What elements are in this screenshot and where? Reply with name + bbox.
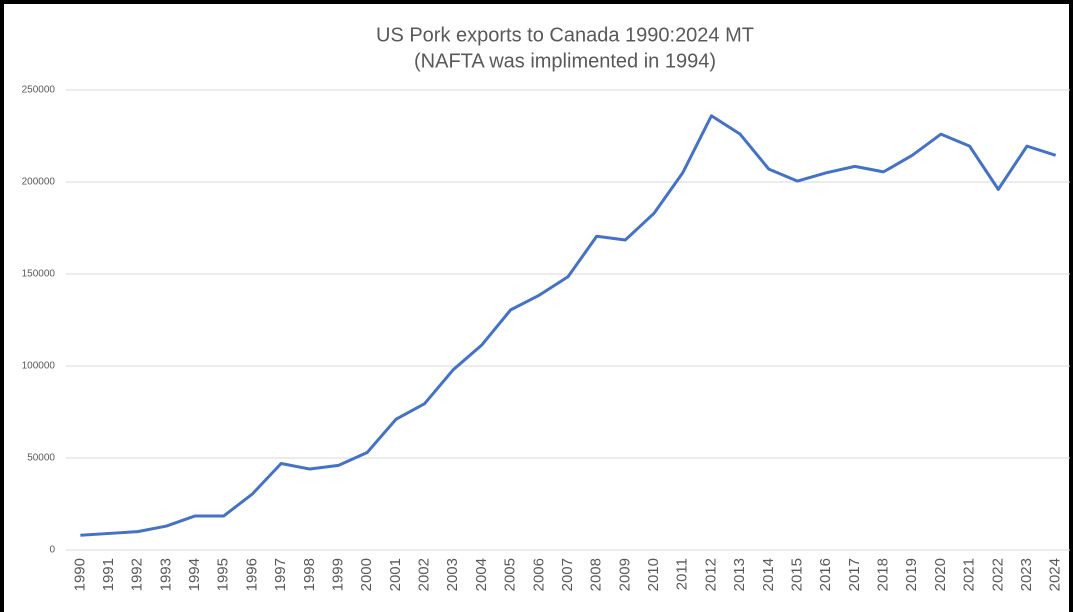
- x-tick-label: 2011: [674, 558, 691, 590]
- x-tick-label: 2022: [989, 558, 1006, 591]
- x-tick-label: 2010: [645, 558, 662, 591]
- x-tick-label: 2014: [760, 558, 777, 591]
- x-tick-label: 2009: [616, 558, 633, 591]
- x-tick-label: 2002: [416, 558, 433, 591]
- x-tick-label: 2003: [444, 558, 461, 591]
- x-tick-label: 2005: [502, 558, 519, 591]
- chart-title: US Pork exports to Canada 1990:2024 MT: [376, 24, 754, 46]
- y-tick-label: 250000: [22, 85, 56, 96]
- x-tick-label: 2001: [387, 558, 404, 591]
- x-tick-label: 2007: [559, 558, 576, 591]
- x-tick-label: 1993: [157, 558, 174, 591]
- x-tick-label: 2024: [1047, 558, 1064, 591]
- x-tick-label: 2019: [903, 558, 920, 591]
- x-tick-label: 2017: [846, 558, 863, 591]
- y-tick-label: 200000: [22, 177, 56, 188]
- x-tick-label: 1998: [301, 558, 318, 591]
- x-tick-label: 2023: [1018, 558, 1035, 591]
- x-tick-label: 1997: [272, 558, 289, 591]
- x-tick-label: 2008: [588, 558, 605, 591]
- x-tick-label: 1991: [100, 558, 117, 591]
- x-tick-label: 1994: [186, 558, 203, 591]
- x-tick-label: 1992: [129, 558, 146, 591]
- x-tick-label: 2012: [702, 558, 719, 591]
- x-tick-label: 2021: [961, 558, 978, 591]
- x-tick-label: 1996: [243, 558, 260, 591]
- x-tick-label: 2020: [932, 558, 949, 591]
- x-tick-label: 2000: [358, 558, 375, 591]
- x-tick-label: 2004: [473, 558, 490, 591]
- x-tick-label: 2015: [788, 558, 805, 591]
- y-tick-label: 50000: [27, 453, 55, 464]
- x-tick-label: 1999: [329, 558, 346, 591]
- x-tick-label: 2018: [875, 558, 892, 591]
- chart-subtitle: (NAFTA was implimented in 1994): [414, 50, 716, 72]
- x-tick-label: 2013: [731, 558, 748, 591]
- y-tick-label: 150000: [22, 269, 56, 280]
- y-tick-label: 0: [49, 545, 55, 556]
- x-tick-label: 1990: [71, 558, 88, 591]
- x-tick-label: 2006: [530, 558, 547, 591]
- x-tick-label: 1995: [215, 558, 232, 591]
- x-tick-label: 2016: [817, 558, 834, 591]
- y-tick-label: 100000: [22, 361, 56, 372]
- data-line: [80, 114, 1057, 537]
